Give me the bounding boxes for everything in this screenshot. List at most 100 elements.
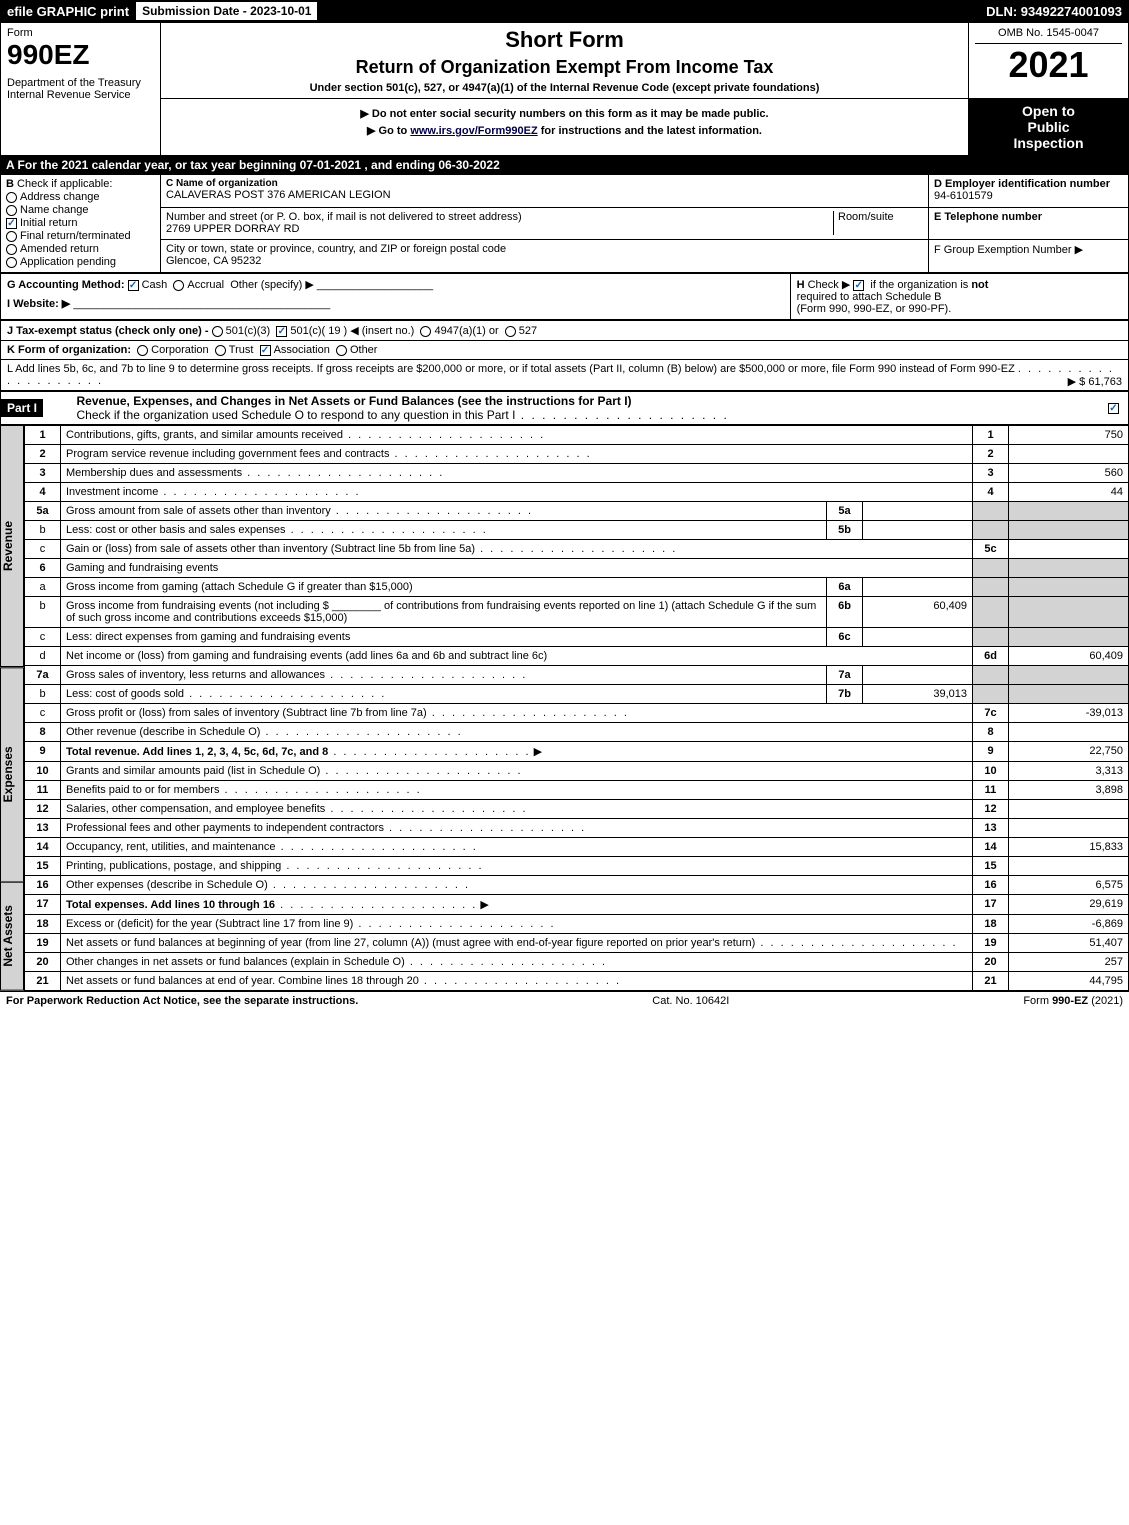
chk-accrual[interactable] bbox=[173, 280, 184, 291]
line-19: 19Net assets or fund balances at beginni… bbox=[25, 934, 1129, 953]
line-2: 2Program service revenue including gover… bbox=[25, 445, 1129, 464]
i-label: I Website: ▶ bbox=[7, 298, 70, 310]
l3-desc: Membership dues and assessments bbox=[66, 467, 242, 479]
l16-desc: Other expenses (describe in Schedule O) bbox=[66, 879, 268, 891]
l15-desc: Printing, publications, postage, and shi… bbox=[66, 860, 281, 872]
j-501c3[interactable] bbox=[212, 326, 223, 337]
part1-check-text: Check if the organization used Schedule … bbox=[77, 408, 516, 422]
l8-desc: Other revenue (describe in Schedule O) bbox=[66, 726, 260, 738]
part1-header: Part I Revenue, Expenses, and Changes in… bbox=[0, 391, 1129, 425]
org-name: CALAVERAS POST 376 AMERICAN LEGION bbox=[166, 189, 923, 201]
chk-name[interactable]: Name change bbox=[6, 204, 155, 216]
chk-initial[interactable]: Initial return bbox=[6, 217, 155, 229]
h-t1: Check ▶ bbox=[808, 279, 854, 291]
chk-final[interactable]: Final return/terminated bbox=[6, 230, 155, 242]
k-corp[interactable] bbox=[137, 345, 148, 356]
chk-cash[interactable] bbox=[128, 280, 139, 291]
chk-address[interactable]: Address change bbox=[6, 191, 155, 203]
line-11: 11Benefits paid to or for members113,898 bbox=[25, 781, 1129, 800]
line-18: 18Excess or (deficit) for the year (Subt… bbox=[25, 915, 1129, 934]
room-label: Room/suite bbox=[838, 211, 923, 223]
gh-block: G Accounting Method: Cash Accrual Other … bbox=[0, 273, 1129, 320]
k-other[interactable] bbox=[336, 345, 347, 356]
b-check-label: Check if applicable: bbox=[17, 178, 112, 190]
j-527[interactable] bbox=[505, 326, 516, 337]
k-opt-corp: Corporation bbox=[151, 344, 208, 356]
street-label: Number and street (or P. O. box, if mail… bbox=[166, 211, 833, 223]
l7c-desc: Gross profit or (loss) from sales of inv… bbox=[66, 707, 427, 719]
line-6c: cLess: direct expenses from gaming and f… bbox=[25, 628, 1129, 647]
line-6b: bGross income from fundraising events (n… bbox=[25, 597, 1129, 628]
ssn-warning: ▶ Do not enter social security numbers o… bbox=[167, 107, 962, 120]
footer-left: For Paperwork Reduction Act Notice, see … bbox=[6, 995, 358, 1007]
title-under: Under section 501(c), 527, or 4947(a)(1)… bbox=[167, 82, 962, 94]
irs-link[interactable]: www.irs.gov/Form990EZ bbox=[410, 125, 537, 137]
page-footer: For Paperwork Reduction Act Notice, see … bbox=[0, 991, 1129, 1010]
l6b-d1: Gross income from fundraising events (no… bbox=[66, 600, 329, 612]
line-7a: 7aGross sales of inventory, less returns… bbox=[25, 666, 1129, 685]
g-other: Other (specify) ▶ bbox=[230, 279, 314, 291]
row-a-tax-year: A For the 2021 calendar year, or tax yea… bbox=[0, 156, 1129, 174]
top-bar: efile GRAPHIC print Submission Date - 20… bbox=[0, 0, 1129, 22]
l5a-desc: Gross amount from sale of assets other t… bbox=[66, 505, 331, 517]
f-label: F Group Exemption Number ▶ bbox=[934, 244, 1083, 256]
line-6d: dNet income or (loss) from gaming and fu… bbox=[25, 647, 1129, 666]
form-number: 990EZ bbox=[7, 39, 154, 71]
k-label: K Form of organization: bbox=[7, 344, 131, 356]
line-4: 4Investment income444 bbox=[25, 483, 1129, 502]
e-label: E Telephone number bbox=[934, 211, 1042, 223]
street-value: 2769 UPPER DORRAY RD bbox=[166, 223, 833, 235]
omb-number: OMB No. 1545-0047 bbox=[975, 27, 1122, 44]
vtab-expenses: Expenses bbox=[0, 667, 24, 882]
vtab-netassets: Net Assets bbox=[0, 882, 24, 991]
b-label: B bbox=[6, 178, 14, 190]
j-501c[interactable] bbox=[276, 326, 287, 337]
k-trust[interactable] bbox=[215, 345, 226, 356]
line-9: 9Total revenue. Add lines 1, 2, 3, 4, 5c… bbox=[25, 742, 1129, 762]
city-label: City or town, state or province, country… bbox=[166, 243, 923, 255]
line-7c: cGross profit or (loss) from sales of in… bbox=[25, 704, 1129, 723]
k-assoc[interactable] bbox=[260, 345, 271, 356]
l12-desc: Salaries, other compensation, and employ… bbox=[66, 803, 325, 815]
l6c-desc: Less: direct expenses from gaming and fu… bbox=[66, 631, 350, 643]
chk-pending[interactable]: Application pending bbox=[6, 256, 155, 268]
goto-pre: ▶ Go to bbox=[367, 125, 410, 137]
l2-desc: Program service revenue including govern… bbox=[66, 448, 389, 460]
j-opt-d: 527 bbox=[519, 325, 537, 337]
line-1: 1Contributions, gifts, grants, and simil… bbox=[25, 426, 1129, 445]
l-text: L Add lines 5b, 6c, and 7b to line 9 to … bbox=[7, 363, 1015, 375]
j-4947[interactable] bbox=[420, 326, 431, 337]
l11-desc: Benefits paid to or for members bbox=[66, 784, 219, 796]
line-12: 12Salaries, other compensation, and empl… bbox=[25, 800, 1129, 819]
l10-desc: Grants and similar amounts paid (list in… bbox=[66, 765, 320, 777]
efile-label[interactable]: efile GRAPHIC print bbox=[1, 4, 135, 19]
line-6: 6Gaming and fundraising events bbox=[25, 559, 1129, 578]
chk-h[interactable] bbox=[853, 280, 864, 291]
l9-desc: Total revenue. Add lines 1, 2, 3, 4, 5c,… bbox=[66, 746, 328, 758]
d-label: D Employer identification number bbox=[934, 178, 1110, 190]
h-label: H bbox=[797, 279, 805, 291]
dept-line-2: Internal Revenue Service bbox=[7, 89, 154, 101]
j-opt-b: 501(c)( 19 ) ◀ (insert no.) bbox=[290, 325, 414, 337]
chk-amended[interactable]: Amended return bbox=[6, 243, 155, 255]
line-10: 10Grants and similar amounts paid (list … bbox=[25, 762, 1129, 781]
goto-line: ▶ Go to www.irs.gov/Form990EZ for instru… bbox=[167, 124, 962, 137]
row-k: K Form of organization: Corporation Trus… bbox=[0, 340, 1129, 359]
part1-body: Revenue Expenses Net Assets 1Contributio… bbox=[0, 425, 1129, 991]
vtab-revenue: Revenue bbox=[0, 425, 24, 667]
dept-line-1: Department of the Treasury bbox=[7, 77, 154, 89]
submission-date: Submission Date - 2023-10-01 bbox=[135, 1, 318, 21]
l19-desc: Net assets or fund balances at beginning… bbox=[66, 937, 755, 949]
line-8: 8Other revenue (describe in Schedule O)8 bbox=[25, 723, 1129, 742]
line-7b: bLess: cost of goods sold7b39,013 bbox=[25, 685, 1129, 704]
l4-desc: Investment income bbox=[66, 486, 158, 498]
line-16: 16Other expenses (describe in Schedule O… bbox=[25, 876, 1129, 895]
line-6a: aGross income from gaming (attach Schedu… bbox=[25, 578, 1129, 597]
goto-post: for instructions and the latest informat… bbox=[538, 125, 762, 137]
dln-label: DLN: 93492274001093 bbox=[980, 4, 1128, 19]
line-17: 17Total expenses. Add lines 10 through 1… bbox=[25, 895, 1129, 915]
row-l: L Add lines 5b, 6c, and 7b to line 9 to … bbox=[0, 359, 1129, 391]
footer-right: Form 990-EZ (2021) bbox=[1023, 995, 1123, 1007]
part1-check[interactable] bbox=[1108, 403, 1119, 414]
g-label: G Accounting Method: bbox=[7, 279, 125, 291]
